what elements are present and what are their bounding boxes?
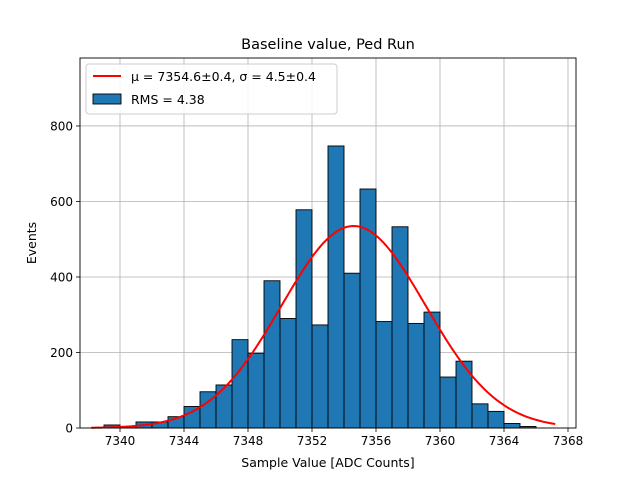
x-tick-label: 7356 (361, 434, 392, 448)
y-tick-label: 200 (50, 346, 73, 360)
histogram-bar (359, 188, 377, 429)
legend-rms-swatch (92, 93, 122, 105)
histogram-bar (455, 360, 473, 429)
y-axis-ticks: 0 200 400 600 800 (50, 119, 80, 436)
histogram-bar (215, 384, 233, 429)
legend-box (85, 63, 338, 115)
histogram-bar (263, 280, 281, 429)
histogram-bar (487, 410, 505, 429)
y-tick-label: 400 (50, 270, 73, 284)
chart-title: Baseline value, Ped Run (241, 37, 415, 53)
histogram-bar (439, 376, 457, 429)
y-axis-label: Events (24, 222, 39, 264)
histogram-bar (471, 403, 489, 429)
x-tick-label: 7340 (105, 434, 136, 448)
x-tick-label: 7364 (489, 434, 520, 448)
legend-fit-label: μ = 7354.6±0.4, σ = 4.5±0.4 (131, 69, 316, 84)
histogram-bar (295, 209, 313, 429)
y-tick-label: 800 (50, 119, 73, 133)
x-tick-label: 7348 (233, 434, 264, 448)
legend-rms-label: RMS = 4.38 (131, 92, 205, 107)
gaussian-fit-curve (91, 225, 556, 429)
plot-frame (79, 57, 577, 429)
histogram-bar (375, 321, 393, 429)
histogram-bar (423, 311, 441, 429)
histogram-bar (231, 339, 249, 429)
histogram-bar (279, 318, 297, 429)
y-tick-label: 0 (65, 422, 73, 436)
histogram-bar (407, 322, 425, 429)
histogram-bar (503, 423, 521, 429)
histogram-bar (247, 352, 265, 429)
x-tick-label: 7360 (425, 434, 456, 448)
histogram-bar (343, 272, 361, 429)
y-tick-label: 600 (50, 195, 73, 209)
fit-curve-group (91, 225, 556, 429)
x-tick-label: 7352 (297, 434, 328, 448)
histogram-bar (311, 324, 329, 429)
x-axis-ticks: 7340 7344 7348 7352 7356 7360 7364 7368 (105, 428, 584, 448)
x-tick-label: 7344 (169, 434, 200, 448)
histogram-bar (327, 145, 345, 429)
legend: μ = 7354.6±0.4, σ = 4.5±0.4 RMS = 4.38 (85, 63, 338, 115)
x-axis-label: Sample Value [ADC Counts] (241, 455, 414, 470)
x-tick-label: 7368 (553, 434, 584, 448)
